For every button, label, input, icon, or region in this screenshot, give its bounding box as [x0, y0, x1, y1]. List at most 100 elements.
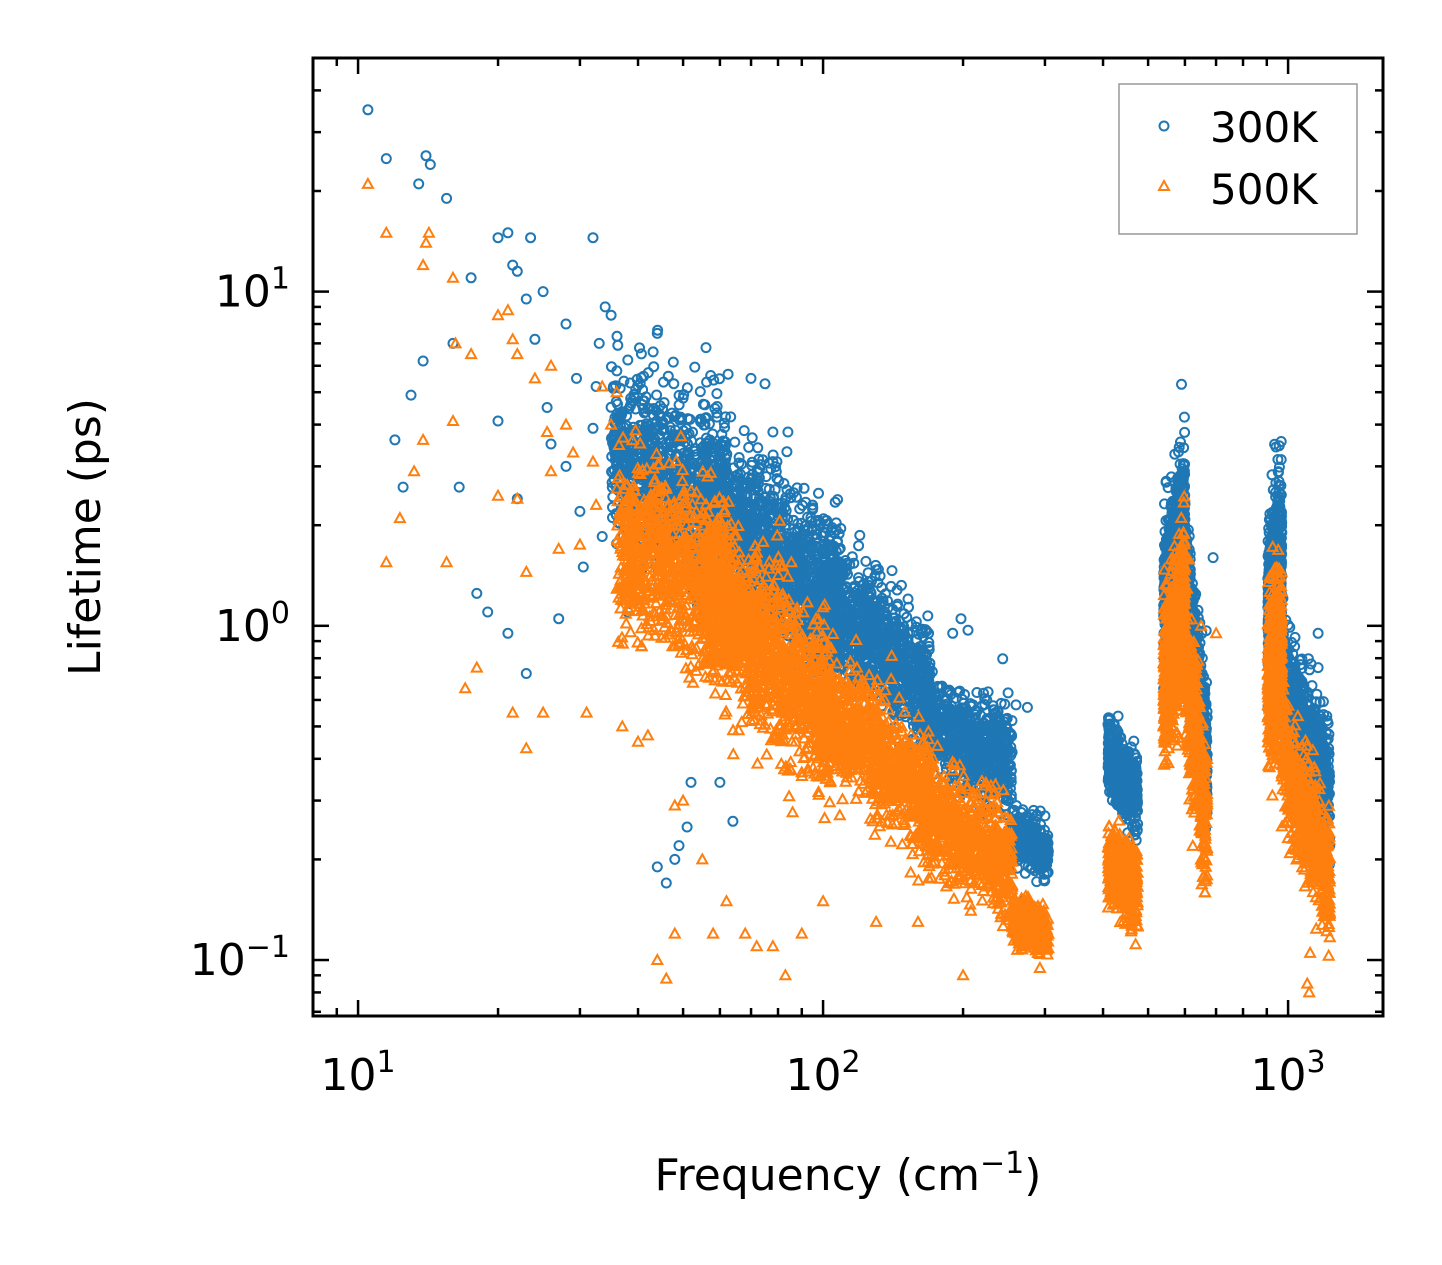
data-point-300k: [719, 422, 731, 433]
data-point-300k: [860, 555, 872, 567]
data-point-300k: [781, 446, 793, 458]
data-point-300k: [669, 853, 681, 865]
data-point-300k: [711, 401, 723, 412]
data-point-300k: [683, 448, 695, 460]
data-point-300k: [424, 159, 436, 170]
data-point-300k: [669, 411, 680, 423]
data-point-300k: [752, 442, 764, 454]
data-point-300k: [413, 178, 425, 190]
data-point-300k: [738, 425, 750, 437]
data-point-300k: [673, 840, 685, 852]
data-point-300k: [682, 413, 694, 425]
data-point-300k: [767, 426, 779, 438]
data-point-300k: [700, 342, 712, 354]
data-point-300k: [502, 627, 514, 639]
data-point-300k: [1207, 552, 1219, 564]
data-point-300k: [471, 587, 483, 599]
data-point-300k: [1312, 627, 1324, 639]
data-point-300k: [577, 561, 589, 573]
data-point-300k: [711, 388, 723, 400]
data-point-300k: [667, 356, 679, 368]
data-point-300k: [520, 668, 532, 679]
data-point-300k: [612, 467, 624, 479]
data-point-300k: [596, 531, 608, 542]
data-point-300k: [658, 423, 670, 434]
data-point-300k: [622, 464, 634, 476]
data-point-300k: [587, 232, 599, 244]
data-point-300k: [637, 402, 649, 414]
data-point-300k: [616, 409, 628, 421]
data-point-300k: [587, 422, 599, 434]
data-point-300k: [658, 397, 670, 409]
data-point-300k: [553, 613, 565, 625]
data-point-300k: [955, 613, 967, 625]
data-point-300k: [886, 565, 898, 577]
data-point-300k: [605, 309, 617, 321]
data-point-300k: [729, 436, 741, 448]
data-point-300k: [622, 354, 634, 366]
data-point-300k: [511, 265, 523, 277]
data-point-300k: [688, 472, 700, 484]
data-point-300k: [722, 368, 734, 380]
data-point-300k: [651, 389, 663, 401]
data-point-300k: [678, 389, 690, 401]
data-point-300k: [681, 821, 693, 833]
data-point-300k: [389, 434, 401, 446]
data-point-300k: [746, 432, 758, 444]
data-point-300k: [657, 403, 669, 415]
data-point-300k: [652, 324, 664, 336]
data-point-300k: [682, 438, 693, 450]
data-point-300k: [624, 400, 636, 412]
data-point-300k: [641, 444, 653, 456]
data-point-300k: [962, 624, 974, 636]
data-point-300k: [405, 389, 417, 401]
data-point-300k: [362, 104, 374, 116]
data-point-300k: [658, 376, 669, 388]
data-point-300k: [635, 348, 647, 360]
data-point-300k: [647, 346, 659, 358]
data-point-300k: [611, 365, 623, 377]
data-point-300k: [1021, 701, 1033, 713]
data-point-300k: [745, 372, 757, 384]
data-point-300k: [618, 375, 630, 387]
data-point-300k: [660, 877, 672, 889]
data-point-300k: [606, 466, 618, 478]
data-point-300k: [507, 259, 519, 271]
data-point-300k: [922, 610, 934, 622]
data-point-300k: [627, 421, 639, 433]
data-point-300k: [656, 442, 668, 454]
data-point-300k: [673, 389, 685, 401]
data-point-300k: [714, 776, 726, 788]
data-point-300k: [854, 529, 866, 541]
data-point-300k: [492, 232, 504, 244]
data-point-300k: [441, 192, 453, 204]
data-point-300k: [529, 333, 541, 345]
data-point-300k: [541, 402, 553, 413]
data-point-300k: [609, 412, 621, 424]
data-point-300k: [482, 606, 494, 618]
data-point-300k: [759, 378, 771, 390]
data-point-300k: [682, 458, 694, 470]
data-point-300k: [630, 384, 642, 395]
data-point-300k: [685, 776, 697, 788]
data-point-300k: [743, 441, 755, 453]
data-point-300k: [727, 815, 739, 827]
data-point-300k: [714, 373, 725, 385]
data-point-300k: [608, 442, 620, 454]
data-point-300k: [612, 339, 624, 351]
data-point-300k: [853, 540, 865, 552]
data-point-300k: [545, 438, 557, 450]
data-point-300k: [626, 395, 638, 407]
data-point-300k: [782, 426, 794, 438]
data-point-300k: [560, 318, 572, 330]
data-point-300k: [420, 150, 432, 162]
data-point-300k: [651, 415, 663, 427]
data-point-300k: [502, 227, 514, 239]
data-point-300k: [397, 481, 409, 493]
data-point-300k: [560, 460, 572, 472]
data-point-300k: [657, 416, 669, 428]
data-point-300k: [1002, 687, 1014, 699]
data-point-300k: [650, 405, 662, 417]
data-point-300k: [648, 361, 660, 373]
